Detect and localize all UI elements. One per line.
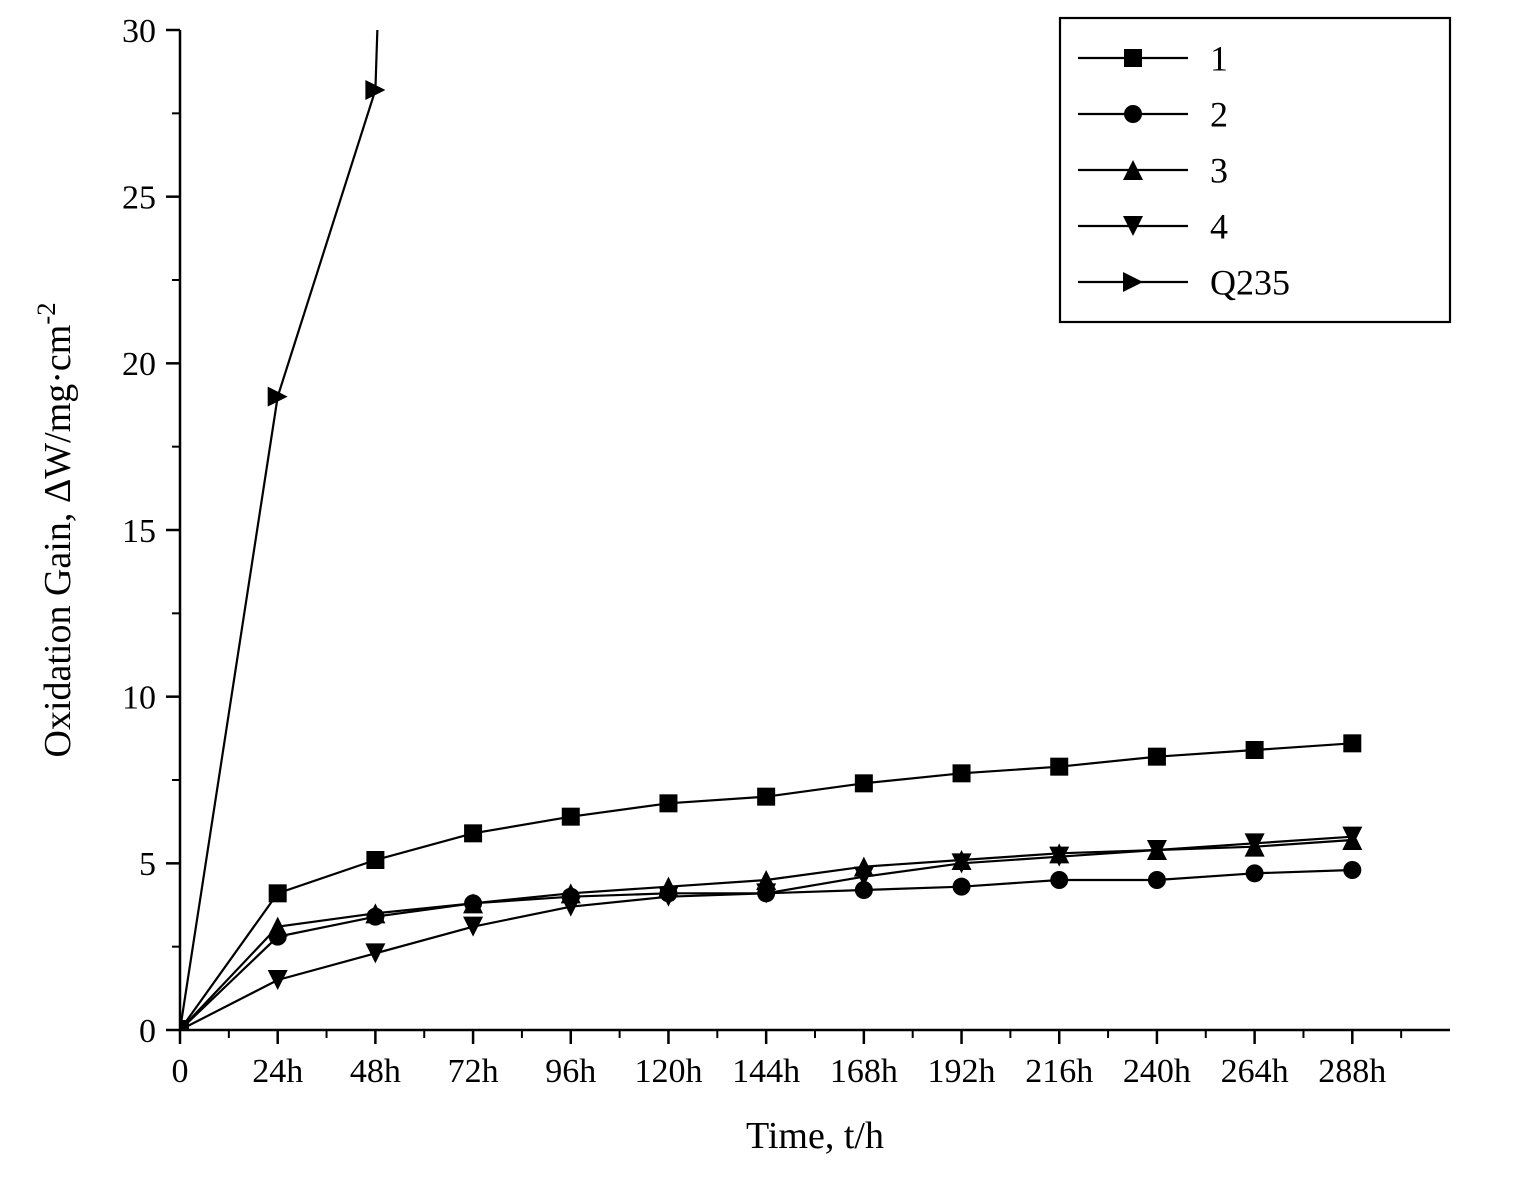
x-tick-label: 72h xyxy=(448,1053,499,1090)
x-tick-label: 168h xyxy=(830,1053,898,1090)
x-tick-label: 96h xyxy=(545,1053,596,1090)
y-tick-label: 15 xyxy=(122,513,156,550)
legend-label: Q235 xyxy=(1210,263,1290,303)
x-axis-label: Time, t/h xyxy=(746,1115,884,1157)
x-tick-label: 240h xyxy=(1123,1053,1191,1090)
legend-label: 3 xyxy=(1210,151,1228,191)
oxidation-chart: 0 5 10 15 20 25 30 0 24h 48h 72h 96h 120h 144h 168h 192… xyxy=(0,0,1513,1180)
y-tick-label: 5 xyxy=(139,846,156,883)
x-tick-label: 144h xyxy=(732,1053,800,1090)
x-tick-label: 48h xyxy=(350,1053,401,1090)
x-tick-label: 216h xyxy=(1025,1053,1093,1090)
x-tick-label: 288h xyxy=(1318,1053,1386,1090)
y-tick-label: 0 xyxy=(139,1013,156,1050)
series-line xyxy=(180,840,1352,1030)
x-tick-label: 24h xyxy=(252,1053,303,1090)
legend-label: 1 xyxy=(1210,39,1228,79)
chart-container: 0 5 10 15 20 25 30 0 24h 48h 72h 96h 120h 144h 168h 192… xyxy=(0,0,1513,1180)
series-line xyxy=(180,0,405,1030)
svg-text:Oxidation Gain, ΔW/mg·cm-2: Oxidation Gain, ΔW/mg·cm-2 xyxy=(31,303,79,758)
y-tick-label: 30 xyxy=(122,13,156,50)
legend-label: 4 xyxy=(1210,207,1228,247)
legend: 1 2 3 4 Q235 xyxy=(1060,18,1450,322)
x-tick-label: 120h xyxy=(634,1053,702,1090)
y-axis-label: Oxidation Gain, ΔW/mg·cm-2 xyxy=(31,303,79,758)
plot-area xyxy=(170,0,1362,1040)
y-tick-label: 25 xyxy=(122,180,156,217)
y-tick-label: 20 xyxy=(122,346,156,383)
x-tick-label: 264h xyxy=(1221,1053,1289,1090)
legend-label: 2 xyxy=(1210,95,1228,135)
y-tick-label: 10 xyxy=(122,680,156,717)
x-tick-label: 0 xyxy=(172,1053,189,1090)
x-tick-label: 192h xyxy=(928,1053,996,1090)
